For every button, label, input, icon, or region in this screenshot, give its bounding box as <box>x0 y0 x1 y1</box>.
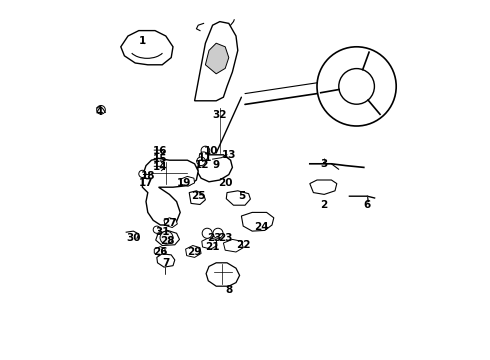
Polygon shape <box>154 247 165 256</box>
Circle shape <box>199 152 208 161</box>
Polygon shape <box>226 191 250 205</box>
Polygon shape <box>180 176 195 186</box>
Circle shape <box>339 69 374 104</box>
Text: 1: 1 <box>139 36 146 46</box>
Polygon shape <box>195 22 238 101</box>
Polygon shape <box>189 191 205 204</box>
Circle shape <box>160 231 173 244</box>
Polygon shape <box>121 31 173 65</box>
Text: 18: 18 <box>141 171 155 181</box>
Circle shape <box>153 226 160 233</box>
Polygon shape <box>223 239 243 252</box>
Text: 26: 26 <box>153 247 168 257</box>
Text: 9: 9 <box>213 159 220 170</box>
Polygon shape <box>205 43 229 74</box>
Text: 7: 7 <box>162 258 170 268</box>
Text: 20: 20 <box>218 178 232 188</box>
Text: 29: 29 <box>187 247 202 257</box>
Text: 23: 23 <box>218 233 232 243</box>
Polygon shape <box>164 218 177 228</box>
Polygon shape <box>186 246 201 257</box>
Text: 28: 28 <box>160 236 175 246</box>
Circle shape <box>201 146 210 155</box>
Text: 23: 23 <box>207 233 221 243</box>
Text: 11: 11 <box>198 153 213 163</box>
Text: 8: 8 <box>225 285 232 295</box>
Polygon shape <box>197 155 232 182</box>
Polygon shape <box>202 238 217 249</box>
Circle shape <box>139 170 146 177</box>
Text: 19: 19 <box>176 178 191 188</box>
Text: 4: 4 <box>96 107 103 117</box>
Text: 14: 14 <box>153 162 168 172</box>
Polygon shape <box>242 212 274 231</box>
Circle shape <box>197 157 205 166</box>
Text: 3: 3 <box>320 159 328 169</box>
Text: 12: 12 <box>195 159 209 170</box>
Text: 31: 31 <box>155 227 170 237</box>
Text: 10: 10 <box>203 146 218 156</box>
Text: 22: 22 <box>236 240 250 250</box>
Text: 2: 2 <box>320 200 328 210</box>
Text: 6: 6 <box>364 200 371 210</box>
Text: 17: 17 <box>139 178 153 188</box>
Polygon shape <box>157 254 175 267</box>
Polygon shape <box>206 263 240 286</box>
Text: 25: 25 <box>191 191 205 201</box>
Text: 21: 21 <box>205 242 220 252</box>
Text: 5: 5 <box>238 191 245 201</box>
Text: 16: 16 <box>153 146 168 156</box>
Circle shape <box>317 47 396 126</box>
Text: 30: 30 <box>126 233 141 243</box>
Circle shape <box>97 105 105 114</box>
Circle shape <box>202 228 212 238</box>
Text: 15: 15 <box>153 154 168 165</box>
Text: 32: 32 <box>213 110 227 120</box>
Text: 13: 13 <box>221 150 236 160</box>
Polygon shape <box>156 230 179 246</box>
Circle shape <box>213 228 223 238</box>
Polygon shape <box>143 158 198 225</box>
Polygon shape <box>310 180 337 194</box>
Text: 27: 27 <box>162 218 177 228</box>
Text: 24: 24 <box>254 222 269 232</box>
